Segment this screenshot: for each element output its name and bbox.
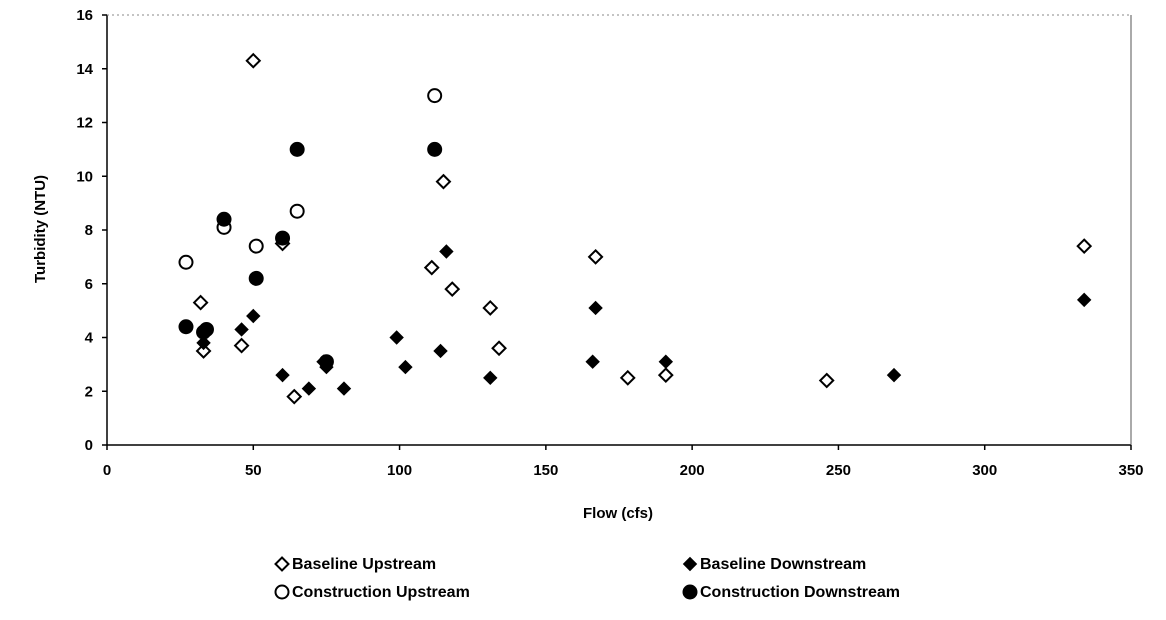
x-tick-label: 100 (387, 462, 412, 479)
legend-marker (274, 584, 290, 600)
data-point (491, 340, 507, 357)
y-tick-label: 4 (85, 330, 94, 347)
data-point (389, 330, 404, 345)
data-points (178, 52, 1093, 405)
data-point (289, 141, 305, 157)
legend-item: Construction Downstream (682, 584, 900, 601)
plot-frame (106, 14, 1132, 446)
data-point (234, 322, 249, 337)
legend-item: Construction Upstream (274, 584, 470, 601)
data-point (196, 335, 211, 351)
data-point (178, 254, 194, 270)
x-tick-label: 250 (826, 462, 851, 479)
data-point (435, 173, 452, 190)
data-point (178, 319, 194, 335)
y-axis-title: Turbidity (NTU) (32, 175, 49, 283)
data-point (619, 369, 636, 386)
x-tick-label: 0 (103, 462, 111, 479)
data-point (286, 388, 303, 405)
legend-label: Baseline Downstream (700, 556, 866, 573)
legend-marker (274, 556, 290, 572)
legend-label: Construction Upstream (292, 584, 470, 601)
data-point (248, 238, 264, 254)
y-tick-label: 6 (85, 276, 93, 293)
x-tick-label: 350 (1118, 462, 1143, 479)
data-point (483, 370, 498, 386)
data-point (301, 381, 317, 396)
data-point (318, 354, 334, 370)
data-point (275, 367, 290, 383)
y-tick-label: 14 (76, 61, 93, 78)
data-point (195, 343, 212, 359)
series-0 (192, 52, 1093, 405)
legend: Baseline Upstream Baseline Downstream Cons… (274, 556, 900, 601)
y-tick-label: 8 (85, 222, 93, 239)
data-point (818, 372, 835, 389)
y-axis: 0 2 4 6 8 10 12 14 16 (76, 7, 107, 454)
data-point (588, 300, 603, 316)
data-point (1076, 292, 1092, 308)
series-2 (178, 88, 443, 270)
data-point (444, 281, 461, 298)
y-tick-label: 10 (76, 168, 93, 185)
data-point (886, 367, 902, 383)
legend-label: Baseline Upstream (292, 556, 436, 573)
y-tick-label: 16 (76, 7, 93, 24)
data-point (336, 381, 352, 396)
data-point (439, 244, 454, 259)
data-point (216, 211, 232, 227)
series-1 (196, 244, 1092, 396)
data-point (482, 300, 499, 316)
data-point (585, 354, 600, 369)
legend-item: Baseline Upstream (274, 556, 436, 573)
x-tick-label: 200 (680, 462, 705, 479)
x-tick-label: 300 (972, 462, 997, 479)
data-point (233, 337, 250, 354)
data-point (427, 141, 443, 157)
x-tick-label: 50 (245, 462, 262, 479)
data-point (289, 203, 305, 219)
x-axis-title: Flow (cfs) (583, 505, 653, 522)
data-point (246, 308, 261, 324)
y-tick-label: 12 (76, 115, 93, 132)
y-tick-label: 0 (85, 437, 93, 454)
data-point (275, 230, 291, 246)
data-point (658, 354, 674, 369)
legend-marker (682, 556, 698, 572)
y-tick-label: 2 (85, 383, 93, 400)
data-point (657, 367, 674, 384)
x-axis: 0 50 100 150 200 250 300 350 (103, 445, 1144, 479)
data-point (192, 294, 209, 311)
data-point (587, 248, 604, 265)
x-tick-label: 150 (533, 462, 558, 479)
data-point (248, 270, 264, 286)
data-point (198, 321, 214, 337)
legend-label: Construction Downstream (700, 584, 900, 601)
data-point (245, 52, 262, 69)
data-point (423, 259, 440, 276)
series-3 (178, 141, 443, 370)
data-point (427, 88, 443, 104)
legend-marker (682, 584, 698, 600)
data-point (433, 343, 448, 359)
data-point (1076, 238, 1093, 255)
data-point (398, 359, 413, 375)
legend-item: Baseline Downstream (682, 556, 866, 573)
